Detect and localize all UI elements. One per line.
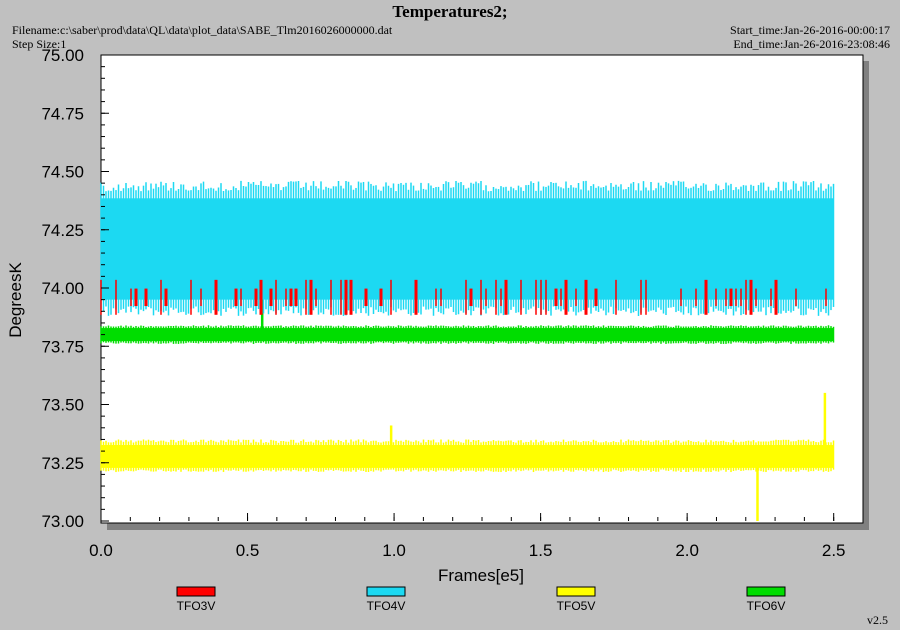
legend-swatch — [176, 586, 216, 597]
step-size-label: Step Size:1 — [12, 37, 67, 51]
x-tick-label: 1.5 — [529, 541, 553, 560]
legend-swatch — [556, 586, 596, 597]
ticks-layer: 73.00 73.25 73.50 73.75 74.00 74.25 74.50 74.75… — [41, 46, 845, 560]
x-tick-label: 0.5 — [236, 541, 260, 560]
start-time-label: Start_time:Jan-26-2016-00:00:17 — [730, 23, 890, 37]
legend-item-TFO3V: TFO3V — [176, 586, 216, 613]
x-tick-label: 1.0 — [382, 541, 406, 560]
legend-label: TFO3V — [177, 599, 216, 613]
series-TFO4V — [100, 180, 835, 316]
series-TFO3V — [100, 279, 827, 315]
legend-item-TFO6V: TFO6V — [746, 586, 786, 613]
y-tick-label: 74.75 — [41, 104, 84, 123]
filename-label: Filename:c:\saber\prod\data\QL\data\plot… — [12, 23, 393, 37]
y-tick-label: 74.00 — [41, 279, 84, 298]
legend-swatch — [746, 586, 786, 597]
series-TFO5V — [100, 392, 835, 521]
series-TFO6V — [100, 262, 835, 344]
legend: TFO3V TFO4V TFO5V TFO6V — [176, 586, 786, 613]
chart-title: Temperatures2; — [392, 2, 508, 21]
version-label: v2.5 — [867, 613, 888, 627]
legend-label: TFO5V — [557, 599, 596, 613]
y-axis-title: DegreesK — [6, 262, 25, 338]
y-tick-label: 74.50 — [41, 163, 84, 182]
legend-swatch — [366, 586, 406, 597]
legend-label: TFO4V — [367, 599, 406, 613]
x-tick-label: 2.5 — [822, 541, 846, 560]
y-tick-label: 73.75 — [41, 337, 84, 356]
legend-item-TFO5V: TFO5V — [556, 586, 596, 613]
series-layer — [100, 180, 835, 521]
y-tick-label: 73.25 — [41, 454, 84, 473]
legend-label: TFO6V — [747, 599, 786, 613]
y-tick-label: 74.25 — [41, 221, 84, 240]
x-tick-label: 0.0 — [89, 541, 113, 560]
x-tick-label: 2.0 — [675, 541, 699, 560]
x-axis-title: Frames[e5] — [438, 566, 524, 585]
y-tick-label: 73.50 — [41, 396, 84, 415]
legend-item-TFO4V: TFO4V — [366, 586, 406, 613]
end-time-label: End_time:Jan-26-2016-23:08:46 — [733, 37, 890, 51]
y-tick-label: 75.00 — [41, 46, 84, 65]
y-tick-label: 73.00 — [41, 512, 84, 531]
